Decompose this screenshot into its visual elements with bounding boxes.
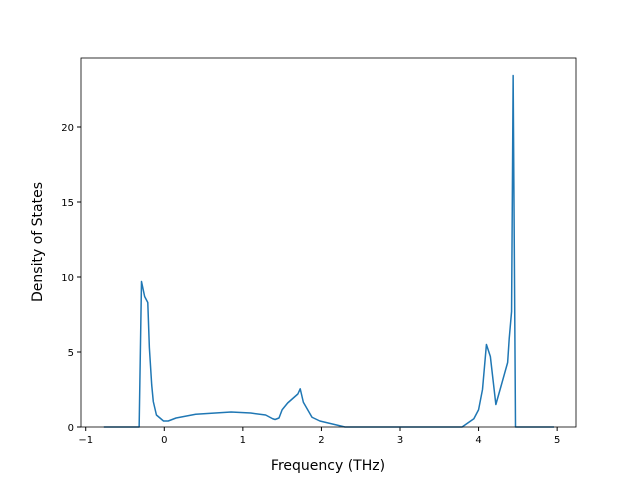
x-tick-label: 5 bbox=[554, 435, 560, 446]
x-tick-label: 1 bbox=[240, 435, 246, 446]
x-tick-label: 4 bbox=[475, 435, 481, 446]
x-tick-label: −1 bbox=[78, 435, 93, 446]
line bbox=[103, 74, 554, 428]
y-tick-label: 15 bbox=[61, 198, 74, 209]
x-axis-label: Frequency (THz) bbox=[271, 458, 385, 474]
y-tick-label: 20 bbox=[61, 123, 74, 134]
y-axis-label: Density of States bbox=[30, 182, 46, 302]
y-tick-label: 0 bbox=[68, 423, 74, 434]
y-tick-label: 5 bbox=[68, 348, 74, 359]
y-tick-label: 10 bbox=[61, 273, 74, 284]
x-tick-label: 0 bbox=[161, 435, 167, 446]
x-tick-label: 2 bbox=[318, 435, 324, 446]
plot-frame bbox=[80, 57, 577, 428]
x-tick-label: 3 bbox=[397, 435, 403, 446]
